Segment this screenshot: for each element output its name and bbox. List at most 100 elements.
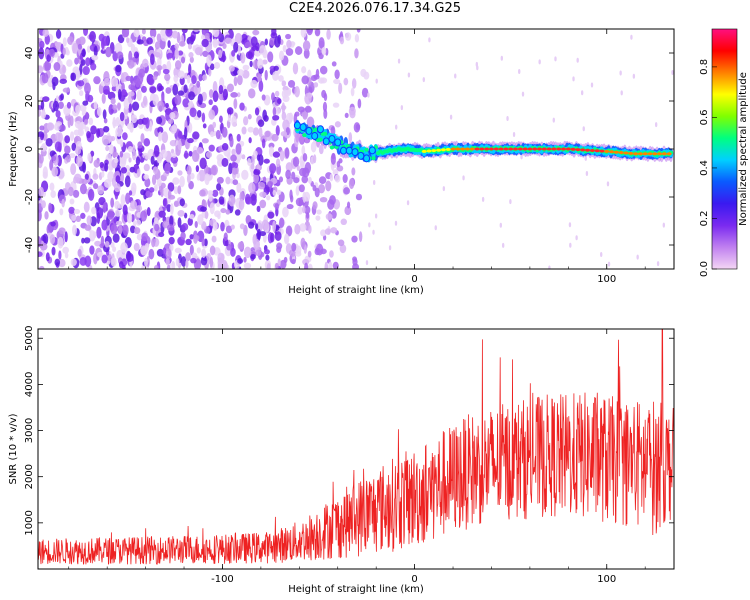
heatmap-noise-cell — [372, 180, 376, 186]
heatmap-noise-cell — [351, 78, 357, 89]
heatmap-noise-cell — [112, 233, 120, 243]
heatmap-noise-cell — [287, 80, 296, 88]
heatmap-noise-cell — [236, 182, 242, 194]
heatmap-noise-cell — [255, 249, 262, 257]
heatmap-noise-cell — [186, 74, 191, 84]
heatmap-noise-cell — [462, 175, 465, 181]
heatmap-noise-cell — [177, 90, 185, 96]
heatmap-noise-cell — [259, 44, 267, 55]
heatmap-noise-cell — [134, 227, 141, 235]
heatmap-noise-cell — [201, 248, 207, 259]
heatmap-noise-cell — [48, 48, 55, 57]
heatmap-noise-cell — [164, 73, 171, 82]
heatmap-signal-core — [546, 147, 552, 151]
heatmap-noise-cell — [180, 256, 187, 267]
heatmap-noise-cell — [77, 80, 85, 87]
heatmap-noise-cell — [53, 62, 61, 72]
heatmap-noise-cell — [234, 209, 241, 216]
heatmap-noise-cell — [189, 214, 195, 220]
page-title: C2E4.2026.076.17.34.G25 — [288, 1, 462, 16]
heatmap-noise-cell — [248, 137, 252, 144]
snr-frame — [37, 328, 675, 570]
heatmap-noise-cell — [506, 116, 509, 122]
heatmap-noise-cell — [280, 131, 288, 137]
heatmap-noise-cell — [141, 36, 147, 42]
heatmap-noise-cell — [363, 71, 370, 80]
heatmap-noise-cell — [144, 242, 149, 252]
heatmap-noise-cell — [250, 79, 258, 89]
heatmap-noise-cell — [217, 213, 221, 220]
heatmap-noise-cell — [82, 100, 89, 106]
heatmap-noise-cell — [279, 39, 284, 46]
heatmap-noise-cell — [79, 90, 84, 97]
heatmap-noise-cell — [73, 129, 80, 136]
heatmap-noise-cell — [319, 196, 328, 203]
heatmap-noise-cell — [272, 114, 280, 121]
heatmap-noise-cell — [334, 69, 340, 80]
heatmap-noise-cell — [70, 258, 77, 267]
heatmap-noise-cell — [106, 253, 112, 262]
heatmap-noise-cell — [208, 67, 212, 77]
heatmap-noise-cell — [253, 169, 261, 176]
heatmap-noise-cell — [236, 74, 243, 86]
heatmap-noise-cell — [289, 189, 293, 200]
heatmap-noise-cell — [156, 64, 163, 71]
heatmap-noise-cell — [184, 150, 189, 159]
heatmap-noise-cell — [69, 131, 75, 142]
heatmap-noise-cell — [58, 250, 62, 260]
heatmap-noise-cell — [630, 34, 633, 40]
heatmap-noise-cell — [165, 87, 172, 94]
heatmap-signal-core — [460, 147, 466, 151]
heatmap-noise-cell — [257, 119, 265, 128]
heatmap-noise-cell — [509, 199, 512, 205]
heatmap-signal-core — [508, 147, 514, 151]
heatmap-noise-cell — [171, 152, 177, 158]
heatmap-noise-cell — [92, 173, 99, 180]
heatmap-noise-cell — [354, 48, 359, 59]
heatmap-noise-cell — [146, 37, 153, 45]
heatmap-noise-cell — [103, 77, 111, 87]
heatmap-noise-cell — [307, 263, 313, 269]
heatmap-noise-cell — [580, 90, 584, 96]
heatmap-noise-cell — [354, 34, 360, 43]
heatmap-noise-cell — [91, 55, 99, 61]
heatmap-noise-cell — [395, 124, 398, 130]
heatmap-noise-cell — [226, 107, 234, 115]
colorbar-tick-label: 0.8 — [699, 59, 710, 75]
heatmap-noise-cell — [84, 126, 90, 133]
heatmap-noise-cell — [237, 241, 245, 250]
heatmap-noise-cell — [222, 50, 226, 63]
heatmap-noise-cell — [79, 183, 87, 195]
x-tick-label: 100 — [597, 274, 616, 285]
heatmap-noise-cell — [122, 132, 128, 141]
heatmap-noise-cell — [422, 77, 425, 83]
heatmap-signal-core — [652, 152, 658, 156]
heatmap-noise-cell — [199, 157, 207, 170]
heatmap-noise-cell — [225, 176, 231, 185]
heatmap-noise-cell — [298, 184, 305, 193]
heatmap-noise-cell — [338, 82, 343, 94]
heatmap-noise-cell — [84, 255, 92, 267]
heatmap-noise-cell — [125, 192, 131, 205]
heatmap-noise-cell — [75, 146, 81, 155]
heatmap-noise-cell — [141, 29, 146, 35]
heatmap-noise-cell — [177, 185, 182, 195]
heatmap-noise-cell — [228, 65, 235, 72]
heatmap-noise-cell — [159, 149, 168, 159]
heatmap-noise-cell — [222, 88, 229, 101]
y-tick-label: 3000 — [24, 418, 35, 443]
heatmap-noise-cell — [38, 65, 44, 74]
heatmap-noise-cell — [243, 256, 247, 263]
x-tick-label: 0 — [411, 574, 417, 585]
heatmap-noise-cell — [77, 248, 82, 257]
heatmap-noise-cell — [306, 29, 313, 36]
heatmap-noise-cell — [251, 154, 255, 166]
heatmap-noise-cell — [50, 190, 57, 199]
heatmap-noise-cell — [297, 206, 303, 215]
heatmap-noise-cell — [318, 144, 324, 155]
heatmap-noise-cell — [177, 139, 182, 151]
heatmap-noise-cell — [209, 256, 214, 268]
heatmap-noise-cell — [140, 85, 147, 93]
heatmap-noise-cell — [59, 208, 64, 216]
heatmap-noise-cell — [108, 144, 114, 155]
